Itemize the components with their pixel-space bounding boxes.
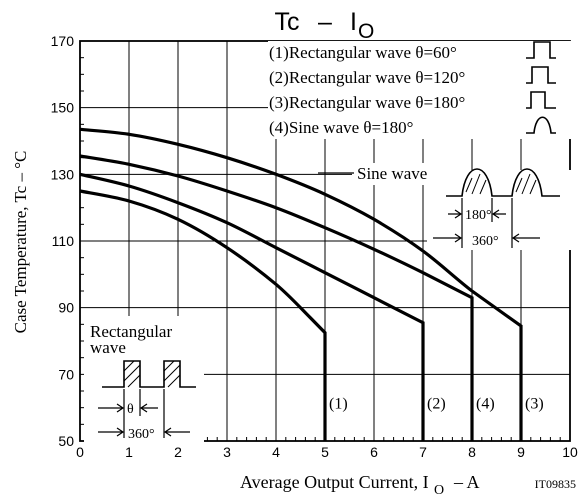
series-group <box>79 127 523 441</box>
series-label-bg <box>474 393 500 414</box>
series-label-bg <box>425 393 451 414</box>
sine-angle-180: 180° <box>465 208 492 223</box>
sine-angle-360: 360° <box>472 234 499 249</box>
rectangular-wave-annotation: Rectangular wave θ 360° <box>84 316 204 444</box>
rect-hatch-2 <box>163 360 181 388</box>
rect-angle-theta: θ <box>127 402 134 417</box>
x-tick-label: 6 <box>370 444 378 460</box>
sine-wave-diagram <box>446 168 560 197</box>
y-tick-label: 50 <box>58 433 74 449</box>
rect-wave-label-1: Rectangular <box>90 322 172 341</box>
x-axis-label: Average Output Current, I O – A <box>240 472 480 498</box>
legend-background <box>268 41 576 139</box>
sine-arrow-360-right <box>511 233 540 243</box>
series-label: (3) <box>525 396 544 413</box>
figure-code: IT09835 <box>535 477 576 491</box>
x-tick-label: 3 <box>223 444 231 460</box>
legend-label-2: (2)Rectangular wave θ=120° <box>269 68 465 87</box>
title-dash: – <box>318 8 332 36</box>
x-tick-label: 4 <box>272 444 280 460</box>
x-tick-label: 0 <box>76 444 84 460</box>
rect-pulse-180-icon <box>526 91 556 109</box>
rect-arrow-360-right <box>163 427 190 437</box>
rect-pulse-60-icon <box>526 41 556 59</box>
legend-label-1: (1)Rectangular wave θ=60° <box>269 43 457 62</box>
x-tick-label: 5 <box>321 444 329 460</box>
rect-pulse-120-icon <box>526 66 556 84</box>
sine-arrow-180-right <box>491 209 506 219</box>
sine-arrow-360-left <box>433 233 463 243</box>
series-curve-3 <box>79 154 474 441</box>
sine-hatch-1 <box>465 173 487 195</box>
y-tick-label: 170 <box>51 33 75 49</box>
y-axis-label: Case Temperature, Tc – °C <box>11 151 30 334</box>
series-labels: (1) (2) (4) (3) <box>327 393 549 414</box>
y-tick-labels: 50 70 90 110 130 150 170 <box>51 33 75 449</box>
x-tick-label: 1 <box>125 444 133 460</box>
sine-half-wave-icon <box>526 116 556 134</box>
legend-label-4: (4)Sine wave θ=180° <box>269 118 413 137</box>
y-tick-label: 130 <box>51 166 75 182</box>
y-tick-label: 70 <box>58 366 74 382</box>
sine-wave-annotation: Sine wave 180° 360° <box>318 163 573 250</box>
x-tick-label: 7 <box>419 444 427 460</box>
x-tick-label: 9 <box>517 444 525 460</box>
sine-hatch-2 <box>515 173 537 195</box>
series-label: (2) <box>427 396 446 413</box>
title-subscript: O <box>358 20 374 43</box>
series-label: (4) <box>476 396 495 413</box>
y-tick-label: 150 <box>51 100 75 116</box>
x-axis-label-subscript: O <box>434 483 444 498</box>
sine-arrow-180-left <box>448 209 463 219</box>
sine-diagram-bg <box>427 170 573 250</box>
rect-angle-360: 360° <box>128 427 155 442</box>
title-main: Tc <box>275 8 300 36</box>
series-label-bg <box>523 393 549 414</box>
rect-annotation-bg <box>84 316 204 444</box>
legend-label-3: (3)Rectangular wave θ=180° <box>269 93 465 112</box>
x-tick-label: 8 <box>468 444 476 460</box>
x-tick-label: 2 <box>174 444 182 460</box>
series-label-bg <box>327 393 353 414</box>
x-axis-label-main: Average Output Current, I <box>240 472 429 492</box>
y-tick-label: 90 <box>58 300 74 316</box>
rect-hatch-1 <box>123 360 141 388</box>
sine-wave-label: Sine wave <box>357 164 427 183</box>
rect-arrow-theta-left <box>98 403 125 413</box>
series-label: (1) <box>329 396 348 413</box>
chart-title: Tc – I O <box>275 8 375 43</box>
series-curve-2 <box>79 172 425 441</box>
rect-arrow-theta-right <box>139 403 158 413</box>
y-tick-label: 110 <box>52 233 75 249</box>
x-axis-label-unit: – A <box>453 472 480 492</box>
x-tick-labels: 0 1 2 3 4 5 6 7 8 9 10 <box>76 444 578 460</box>
rect-wave-diagram <box>102 360 196 388</box>
legend: (1)Rectangular wave θ=60° (2)Rectangular… <box>268 41 576 139</box>
series-curve-4 <box>79 127 523 441</box>
series-curve-1 <box>79 189 327 441</box>
title-symbol: I <box>350 8 357 36</box>
rect-arrow-360-left <box>98 427 125 437</box>
x-tick-label: 10 <box>562 444 578 460</box>
rect-wave-label-2: wave <box>90 338 126 357</box>
